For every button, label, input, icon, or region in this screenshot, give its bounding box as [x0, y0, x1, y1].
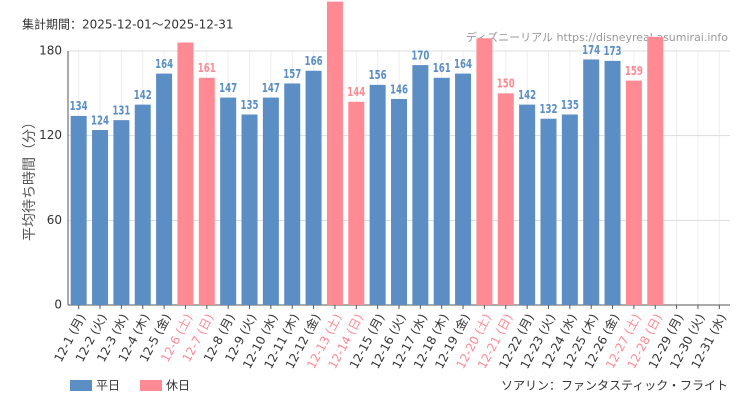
bar	[134, 104, 151, 305]
bar	[156, 73, 173, 305]
bar	[220, 97, 237, 305]
bar	[561, 114, 578, 305]
value-label: 164	[454, 57, 472, 71]
bar	[412, 65, 429, 305]
value-label: 156	[369, 68, 387, 82]
value-label: 159	[625, 64, 643, 78]
value-label: 144	[347, 85, 365, 99]
bar	[70, 115, 87, 306]
legend-swatch	[140, 380, 162, 391]
footer: ソアリン：ファンタスティック・フライト	[501, 379, 728, 393]
bar	[476, 38, 493, 306]
bar	[92, 130, 109, 305]
bar	[604, 60, 621, 305]
value-label: 164	[155, 57, 173, 71]
value-label: 150	[497, 77, 515, 91]
bar	[305, 70, 322, 305]
value-label: 135	[241, 98, 259, 112]
y-axis-title: 平均待ち時間（分）	[22, 115, 38, 241]
bar	[326, 1, 343, 305]
value-label: 161	[198, 61, 216, 75]
value-label: 170	[411, 48, 429, 62]
bar	[433, 77, 450, 305]
bar	[391, 98, 407, 305]
bar	[540, 118, 557, 305]
legend-label: 休日	[166, 379, 190, 393]
bar	[198, 77, 215, 305]
value-label: 147	[219, 81, 237, 95]
value-label: 134	[70, 99, 88, 113]
legend-label: 平日	[96, 379, 120, 393]
subtitle: 集計期間：2025-12-01～2025-12-31	[22, 17, 233, 32]
value-label: 174	[582, 43, 600, 57]
bar	[455, 73, 472, 305]
bar	[113, 120, 130, 306]
bar	[241, 114, 258, 305]
bar	[497, 93, 514, 305]
y-tick-label: 60	[47, 213, 62, 227]
bar	[177, 42, 194, 306]
bar	[519, 104, 536, 305]
value-label: 157	[283, 67, 301, 81]
bar	[348, 101, 365, 305]
value-label: 142	[134, 88, 152, 102]
bar	[583, 59, 600, 305]
value-label: 142	[518, 88, 536, 102]
y-tick-label: 180	[39, 44, 62, 58]
value-label: 173	[604, 44, 622, 58]
value-label: 132	[539, 102, 557, 116]
bar	[625, 80, 642, 305]
y-tick-label: 120	[39, 128, 62, 142]
bar	[284, 83, 301, 305]
bar	[647, 36, 664, 306]
bar	[262, 97, 279, 305]
legend-swatch	[70, 380, 92, 391]
bar	[369, 84, 386, 305]
value-label: 124	[91, 113, 109, 127]
value-label: 161	[433, 61, 451, 75]
value-label: 147	[262, 81, 280, 95]
value-label: 131	[112, 103, 130, 117]
value-label: 146	[390, 82, 408, 96]
y-tick-label: 0	[54, 298, 62, 312]
value-label: 166	[305, 54, 323, 68]
value-label: 135	[561, 98, 579, 112]
